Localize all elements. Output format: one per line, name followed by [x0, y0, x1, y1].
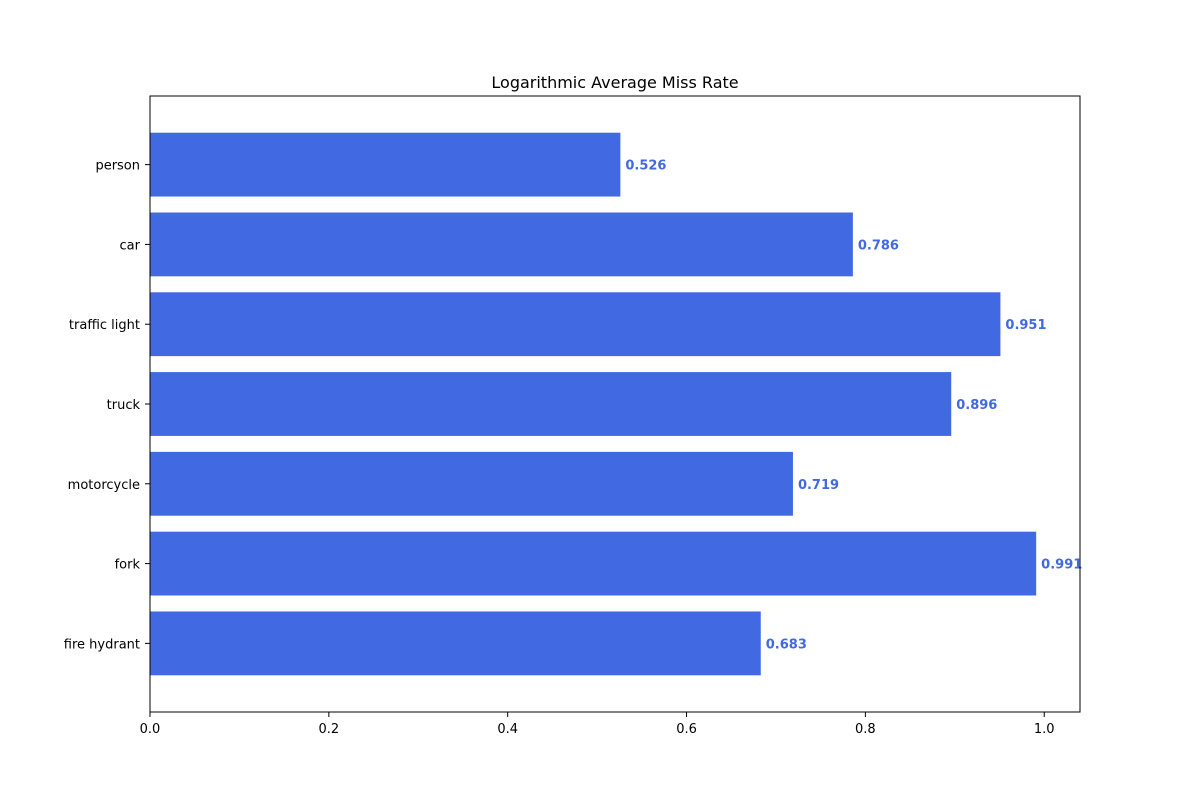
- x-tick-label-0.6: 0.6: [676, 722, 697, 737]
- x-tick-label-0.8: 0.8: [855, 722, 876, 737]
- value-label-fork: 0.991: [1041, 558, 1082, 573]
- bar-car: [150, 212, 853, 277]
- x-tick-label-0.0: 0.0: [140, 722, 161, 737]
- value-label-fire-hydrant: 0.683: [766, 637, 807, 652]
- bar-motorcycle: [150, 451, 793, 516]
- y-tick-label-motorcycle: motorcycle: [68, 478, 140, 493]
- bar-truck: [150, 372, 952, 436]
- plot-frame: [149, 95, 1081, 713]
- bar-fire-hydrant: [150, 611, 761, 676]
- value-label-car: 0.786: [858, 238, 899, 253]
- bar-traffic-light: [150, 292, 1001, 357]
- chart-title: Logarithmic Average Miss Rate: [491, 73, 738, 92]
- value-label-motorcycle: 0.719: [798, 478, 839, 493]
- x-tick-label-0.4: 0.4: [497, 722, 518, 737]
- y-tick-label-fork: fork: [115, 558, 141, 573]
- y-tick-label-truck: truck: [107, 398, 141, 413]
- bars-layer: [150, 132, 1037, 676]
- value-labels-layer: 0.526 0.786 0.951 0.896 0.719 0.991 0.683: [625, 159, 1082, 653]
- y-tick-label-traffic-light: traffic light: [69, 318, 140, 333]
- x-tick-label-1.0: 1.0: [1034, 722, 1055, 737]
- x-axis-ticks: 0.0 0.2 0.4 0.6 0.8 1.0: [140, 712, 1055, 737]
- y-tick-label-car: car: [120, 238, 141, 253]
- value-label-traffic-light: 0.951: [1005, 318, 1046, 333]
- y-tick-label-person: person: [95, 159, 140, 174]
- bar-person: [150, 132, 621, 197]
- y-tick-label-fire-hydrant: fire hydrant: [64, 637, 140, 652]
- y-axis-ticks: person car traffic light truck motorcycle for…: [64, 159, 150, 652]
- value-label-truck: 0.896: [956, 398, 997, 413]
- value-label-person: 0.526: [625, 159, 666, 174]
- x-tick-label-0.2: 0.2: [319, 722, 340, 737]
- bar-fork: [150, 531, 1037, 596]
